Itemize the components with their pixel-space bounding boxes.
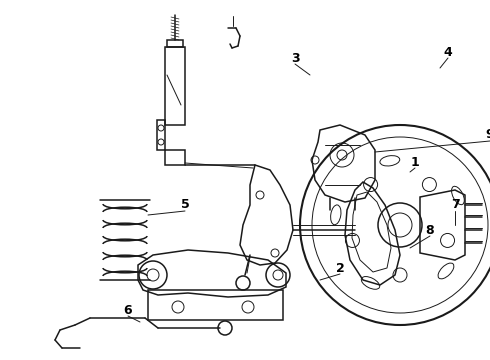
Text: 5: 5 bbox=[181, 198, 189, 211]
Text: 1: 1 bbox=[411, 156, 419, 168]
Text: 9: 9 bbox=[486, 129, 490, 141]
Text: 4: 4 bbox=[443, 45, 452, 58]
Text: 3: 3 bbox=[291, 51, 299, 64]
Text: 7: 7 bbox=[451, 198, 460, 211]
Text: 6: 6 bbox=[123, 303, 132, 316]
Text: 2: 2 bbox=[336, 261, 344, 274]
Text: 8: 8 bbox=[426, 224, 434, 237]
